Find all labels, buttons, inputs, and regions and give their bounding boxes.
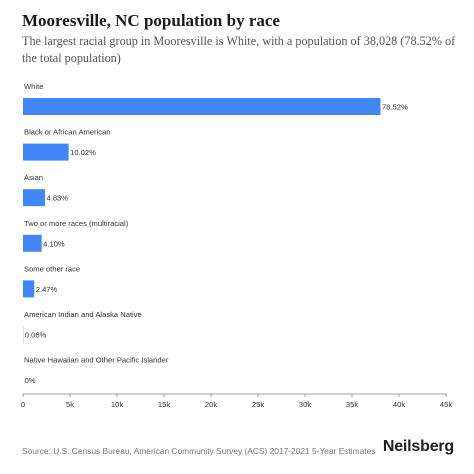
category-label: Asian <box>24 173 43 182</box>
value-label: 4.83% <box>46 194 68 203</box>
value-label: 4.10% <box>43 239 65 248</box>
x-tick-label: 20k <box>205 400 217 409</box>
x-tick-label: 0 <box>21 400 25 409</box>
x-tick-label: 35k <box>346 400 358 409</box>
value-label: 78.52% <box>382 103 408 112</box>
category-label: Native Hawaiian and Other Pacific Island… <box>24 356 169 365</box>
x-tick-label: 10k <box>111 400 123 409</box>
bar <box>23 280 35 298</box>
x-tick-label: 25k <box>252 400 264 409</box>
category-label: Two or more races (multiracial) <box>24 219 129 228</box>
category-label: Black or African American <box>24 128 111 137</box>
value-label: 2.47% <box>36 285 58 294</box>
x-tick-label: 40k <box>393 400 405 409</box>
chart-subtitle: The largest racial group in Mooresville … <box>22 34 456 65</box>
chart-title: Mooresville, NC population by race <box>22 11 280 30</box>
x-tick-label: 5k <box>66 400 74 409</box>
category-label: Some other race <box>24 264 80 273</box>
value-label: 0% <box>25 376 36 385</box>
value-label: 10.02% <box>70 148 96 157</box>
x-tick-label: 30k <box>299 400 311 409</box>
value-label: 0.06% <box>25 331 47 340</box>
bar <box>23 143 69 161</box>
bar <box>23 189 45 207</box>
source-note: Source: U.S. Census Bureau, American Com… <box>22 446 376 456</box>
category-label: American Indian and Alaska Native <box>24 310 142 319</box>
brand-logo: Neilsberg <box>382 438 454 455</box>
x-tick-label: 15k <box>158 400 170 409</box>
bar <box>23 234 42 252</box>
bar <box>23 98 381 115</box>
x-tick-label: 45k <box>440 400 452 409</box>
category-label: White <box>24 82 43 91</box>
